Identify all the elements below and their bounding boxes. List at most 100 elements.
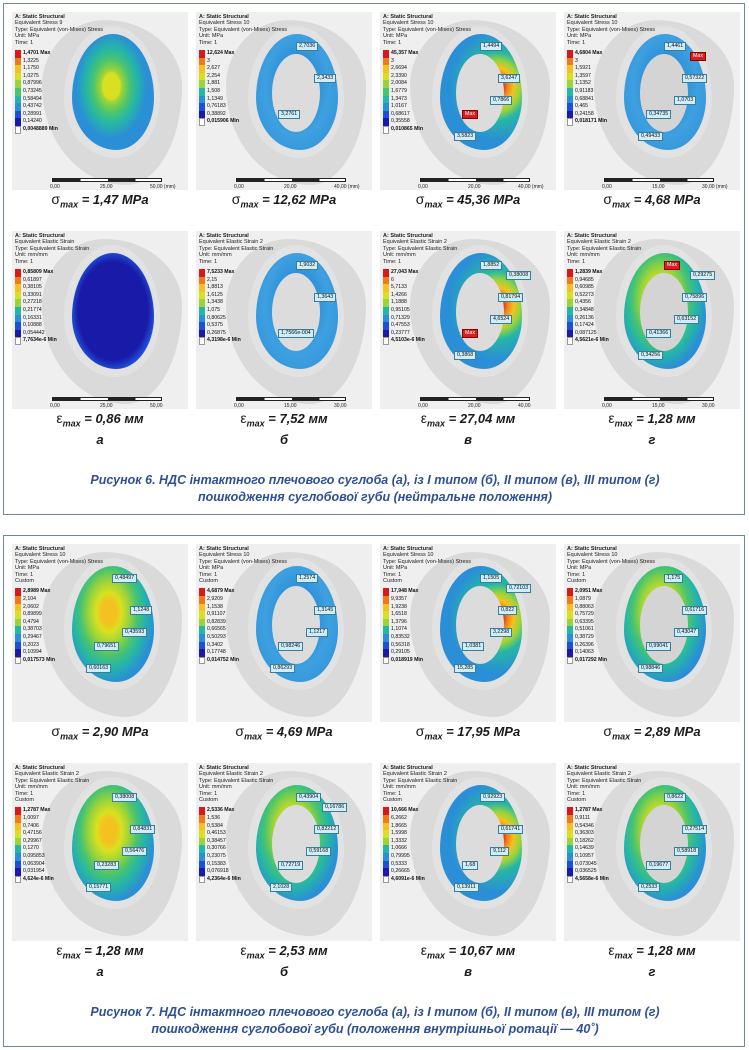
color-legend: 2,5336 Max 1,536 0,5384 0,46153 0,38457 0,307… bbox=[199, 807, 247, 884]
equals-sign: = bbox=[78, 192, 93, 207]
legend-row: 0,014752 Min bbox=[199, 656, 247, 665]
fea-result-panel: A: Static Structural Equivalent Elastic S… bbox=[196, 231, 372, 409]
result-header-line: Equivalent Elastic Strain 2 bbox=[383, 239, 447, 246]
quantity-subscript: max bbox=[246, 950, 265, 961]
result-header-line: Unit: mm/mm bbox=[567, 252, 600, 259]
legend-label: 1,3332 bbox=[391, 837, 407, 844]
legend-row: 0,054442 bbox=[15, 329, 63, 338]
legend-row: 0,38729 bbox=[567, 633, 615, 642]
legend-swatch bbox=[567, 595, 573, 604]
legend-row: 3 bbox=[567, 57, 615, 66]
quantity-symbol: ε bbox=[56, 410, 63, 426]
legend-row: 0,2023 bbox=[15, 641, 63, 650]
legend-label: 0,54346 bbox=[575, 822, 594, 829]
legend-row: 1,5921 bbox=[567, 65, 615, 73]
max-value-caption: εmax = 1,28 мм bbox=[564, 410, 740, 429]
legend-row: 1,075 bbox=[199, 306, 247, 315]
legend-row: 0,36303 bbox=[567, 830, 615, 838]
legend-swatch bbox=[199, 284, 205, 292]
result-header-line: Unit: MPa bbox=[15, 33, 40, 40]
legend-swatch bbox=[383, 837, 389, 846]
legend-label: 0,076918 bbox=[207, 868, 229, 875]
legend-label: 0,28991 bbox=[23, 110, 42, 117]
legend-row: 0,10957 bbox=[567, 852, 615, 861]
result-header-line: Equivalent Elastic Strain 2 bbox=[567, 771, 631, 778]
legend-swatch bbox=[199, 595, 205, 604]
legend-row: 0,24158 bbox=[567, 110, 615, 119]
legend-row: 1,6779 bbox=[383, 87, 431, 96]
scale-bar bbox=[52, 397, 162, 401]
legend-row: 0,68617 bbox=[383, 110, 431, 119]
legend-row: 0,1270 bbox=[15, 845, 63, 853]
legend-swatch bbox=[199, 314, 205, 323]
legend-label: 1,4701 Max bbox=[23, 50, 51, 56]
legend-swatch bbox=[199, 656, 205, 665]
contact-zone bbox=[272, 805, 320, 883]
legend-row: 1,508 bbox=[199, 87, 247, 96]
probe-label: 15,285 bbox=[454, 664, 477, 673]
legend-swatch bbox=[199, 868, 205, 876]
legend-label: 0,23777 bbox=[391, 329, 410, 336]
color-legend: 12,624 Max 3 2,627 2,254 1,881 1,508 1,1349 0,7… bbox=[199, 50, 247, 126]
quantity-subscript: max bbox=[427, 418, 446, 429]
probe-label: 1,7566e-004 bbox=[278, 329, 314, 338]
legend-row: 2,15 bbox=[199, 276, 247, 285]
result-header-line: Type: Equivalent Elastic Strain bbox=[383, 245, 458, 252]
legend-row: 1,2787 Max bbox=[567, 807, 615, 815]
quantity-symbol: ε bbox=[420, 942, 427, 958]
result-header-line: Type: Equivalent (von-Mises) Stress bbox=[199, 558, 288, 565]
legend-label: 4,5103e-6 Min bbox=[391, 337, 425, 344]
result-header-line: Equivalent Elastic Strain 2 bbox=[15, 771, 79, 778]
legend-swatch bbox=[15, 868, 21, 876]
result-header-line: Unit: mm/mm bbox=[199, 784, 232, 791]
value-unit: мм bbox=[496, 943, 516, 958]
scale-label: 20,00 bbox=[468, 403, 481, 409]
legend-swatch bbox=[383, 649, 389, 657]
legend-label: 1,1074 bbox=[391, 626, 407, 633]
quantity-symbol: ε bbox=[608, 410, 615, 426]
quantity-symbol: σ bbox=[51, 191, 61, 207]
result-header-line: Unit: MPa bbox=[567, 33, 592, 40]
legend-label: 0,2023 bbox=[23, 641, 39, 648]
legend-swatch bbox=[567, 649, 573, 657]
legend-row: 0,23777 bbox=[383, 329, 431, 338]
legend-row: 0,79995 bbox=[383, 852, 431, 861]
legend-label: 1,6518 bbox=[391, 611, 407, 618]
figure-caption-line2: пошкодження суглобової губи (положення в… bbox=[151, 1022, 599, 1036]
legend-swatch bbox=[383, 299, 389, 307]
result-header-line: Type: Equivalent (von-Mises) Stress bbox=[15, 26, 104, 33]
color-legend: 27,043 Max 6 5,7133 1,4266 1,1888 0,95105 0,71… bbox=[383, 269, 431, 345]
result-header-line: Equivalent Elastic Strain 2 bbox=[199, 771, 263, 778]
legend-label: 5,7133 bbox=[391, 284, 407, 291]
legend-label: 4,6091e-6 Min bbox=[391, 875, 425, 882]
legend-row: 0,26665 bbox=[383, 868, 431, 876]
legend-row: 0,23075 bbox=[199, 852, 247, 861]
max-value: 27,04 bbox=[459, 411, 493, 426]
probe-label: 0,92923 bbox=[480, 793, 506, 802]
legend-label: 0,91183 bbox=[575, 87, 594, 94]
legend-swatch bbox=[567, 322, 573, 330]
legend-swatch bbox=[15, 322, 21, 330]
legend-swatch bbox=[567, 65, 573, 73]
probe-label: 0,98246 bbox=[278, 642, 304, 651]
legend-swatch bbox=[199, 87, 205, 96]
legend-row: 3 bbox=[199, 57, 247, 66]
legend-label: 0,036525 bbox=[575, 868, 597, 875]
probe-label: 4,6524 bbox=[490, 315, 513, 324]
probe-label: 3,6247 bbox=[498, 74, 521, 83]
probe-label: 0,15771 bbox=[86, 883, 112, 892]
legend-row: 2,8989 Max bbox=[15, 588, 63, 596]
legend-swatch bbox=[383, 611, 389, 619]
quantity-symbol: ε bbox=[240, 942, 247, 958]
legend-label: 0,60985 bbox=[575, 284, 594, 291]
legend-row: 1,0275 bbox=[15, 72, 63, 81]
legend-swatch bbox=[199, 329, 205, 338]
value-unit: мм bbox=[308, 411, 328, 426]
legend-label: 0,46153 bbox=[207, 830, 226, 837]
legend-swatch bbox=[383, 830, 389, 838]
equals-sign: = bbox=[442, 724, 458, 739]
fea-result-panel: A: Static Structural Equivalent Elastic S… bbox=[564, 763, 740, 941]
legend-label: 0,10994 bbox=[23, 649, 42, 656]
legend-row: 0,14639 bbox=[567, 845, 615, 853]
legend-swatch bbox=[15, 830, 21, 838]
